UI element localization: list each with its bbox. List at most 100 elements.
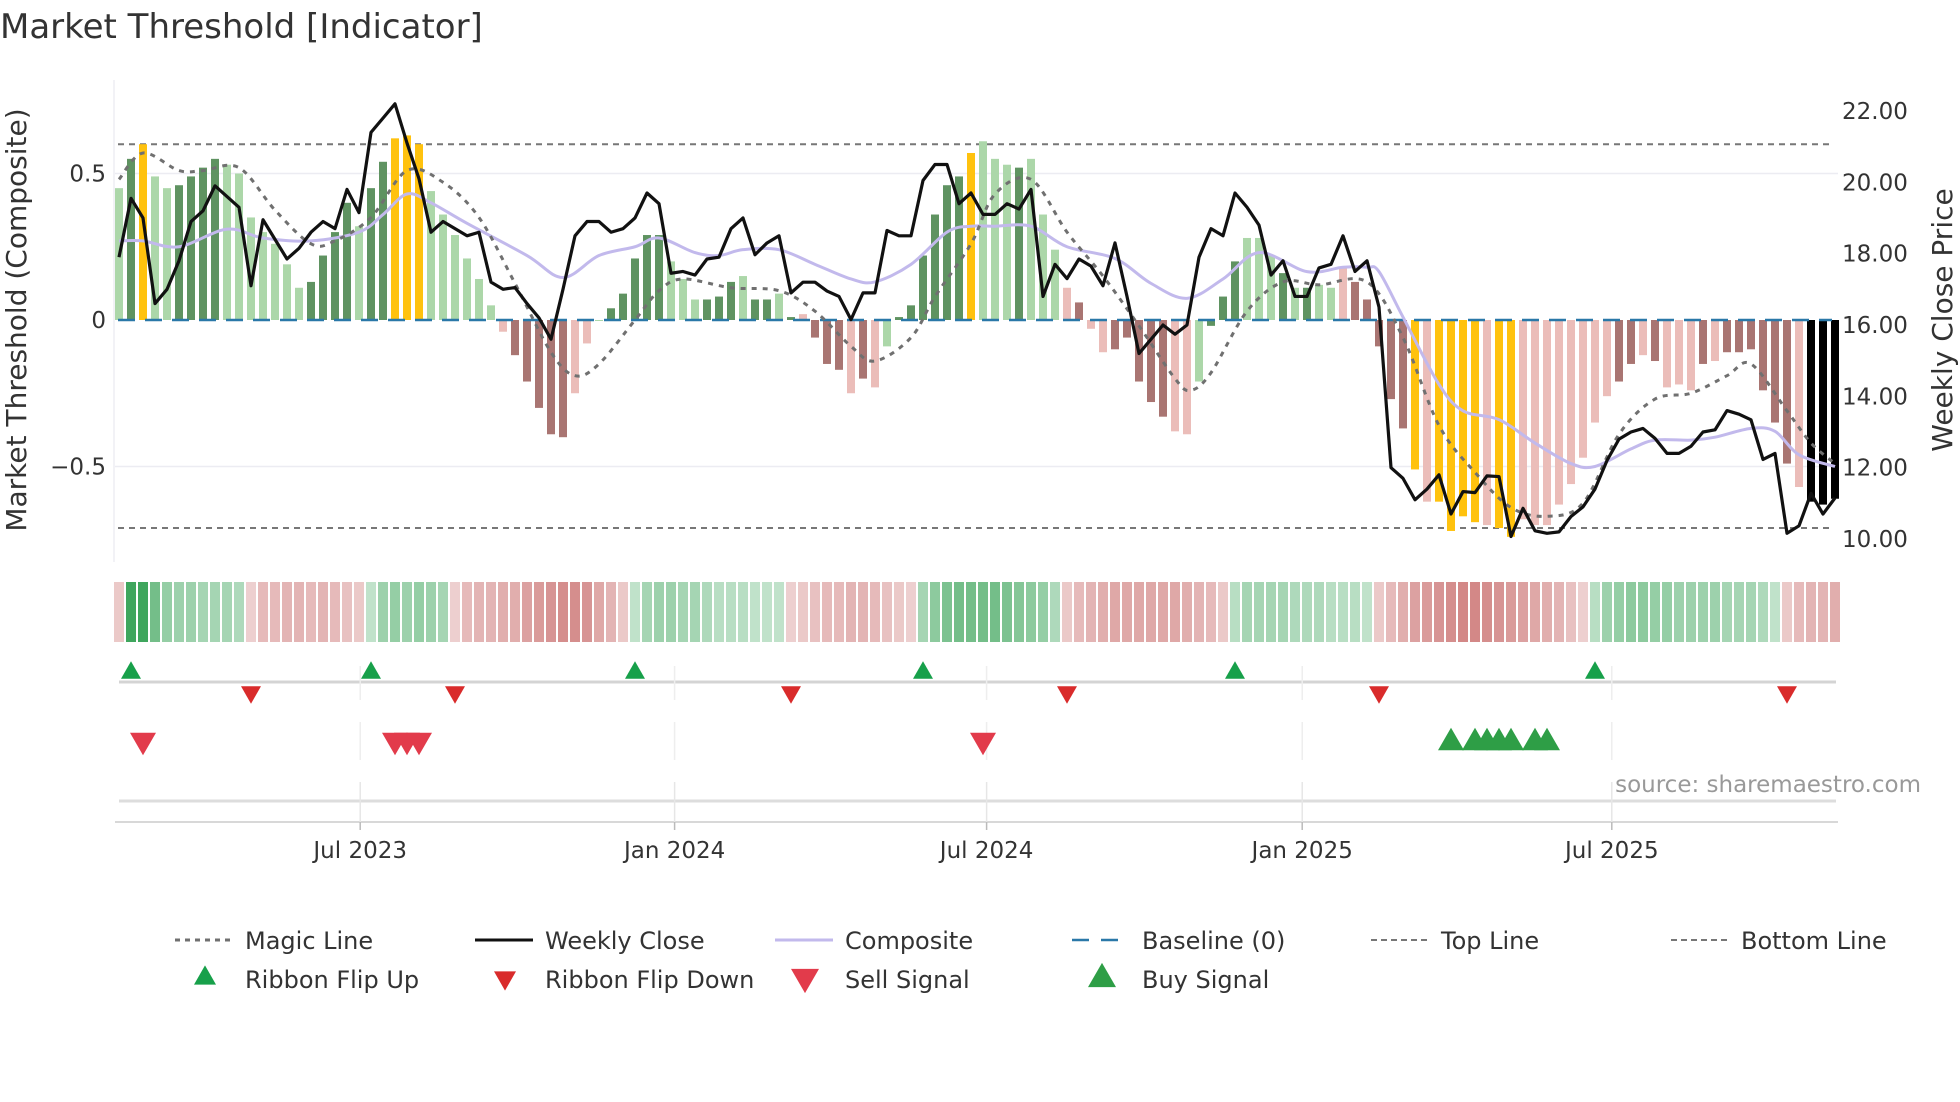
composite-bar — [1051, 249, 1059, 320]
composite-bar — [559, 320, 567, 438]
composite-bar — [1519, 320, 1527, 520]
ribbon-cell — [1638, 582, 1648, 642]
composite-bar — [1615, 320, 1623, 382]
source-watermark: source: sharemaestro.com — [1615, 772, 1921, 798]
signal-markers — [121, 661, 1797, 756]
right-tick-label: 16.00 — [1842, 313, 1908, 339]
ribbon-cell — [702, 582, 712, 642]
ribbon-cell — [546, 582, 556, 642]
composite-bar — [895, 317, 903, 320]
x-tick-label: Jan 2024 — [622, 838, 725, 864]
ribbon-cell — [1518, 582, 1528, 642]
ribbon-cell — [750, 582, 760, 642]
composite-bar — [1363, 299, 1371, 320]
composite-bar — [1219, 296, 1227, 320]
axes: 0.5 0 −0.5 22.00 20.00 18.00 16.00 14.00 12.00 10… — [50, 99, 1908, 864]
composite-bar — [1675, 320, 1683, 385]
composite-bar — [883, 320, 891, 347]
ribbon-cell — [1122, 582, 1132, 642]
ribbon-cell — [402, 582, 412, 642]
composite-bar — [1243, 237, 1251, 320]
legend-item-sell: Sell Signal — [791, 966, 970, 994]
composite-bar — [1471, 320, 1479, 523]
legend-label: Composite — [845, 927, 973, 955]
ribbon-cell — [786, 582, 796, 642]
ribbon-cell — [174, 582, 184, 642]
ribbon-cell — [1362, 582, 1372, 642]
ribbon-cell — [918, 582, 928, 642]
composite-bar — [763, 299, 771, 320]
legend-label: Buy Signal — [1142, 966, 1269, 994]
ribbon-cell — [246, 582, 256, 642]
composite-bar — [1699, 320, 1707, 364]
composite-bar — [139, 144, 147, 320]
composite-bar — [187, 176, 195, 320]
legend-item-baseline: Baseline (0) — [1072, 927, 1285, 955]
composite-bar — [751, 299, 759, 320]
ribbon-cell — [714, 582, 724, 642]
ribbon-cell — [906, 582, 916, 642]
ribbon-cell — [1266, 582, 1276, 642]
ribbon-cell — [1386, 582, 1396, 642]
composite-bar — [1171, 320, 1179, 432]
ribbon-cell — [390, 582, 400, 642]
composite-bar — [1267, 255, 1275, 320]
ribbon-cell — [1482, 582, 1492, 642]
ribbon-cell — [858, 582, 868, 642]
ribbon-cell — [1590, 582, 1600, 642]
ribbon-cell — [870, 582, 880, 642]
sell-signal-marker — [130, 732, 156, 756]
ribbon-cell — [1446, 582, 1456, 642]
composite-bar — [1003, 164, 1011, 320]
ribbon-flip-down-marker — [1369, 686, 1389, 704]
ribbon-cell — [1002, 582, 1012, 642]
ribbon-cell — [930, 582, 940, 642]
composite-bar — [295, 287, 303, 320]
ribbon-cell — [990, 582, 1000, 642]
left-tick-label: −0.5 — [50, 455, 106, 481]
ribbon-flip-up-marker — [1225, 661, 1245, 679]
ribbon-cell — [1662, 582, 1672, 642]
composite-bar — [235, 173, 243, 320]
composite-bar — [1399, 320, 1407, 429]
ribbon-cell — [942, 582, 952, 642]
composite-bar — [655, 235, 663, 320]
ribbon-cell — [306, 582, 316, 642]
x-tick-label: Jan 2025 — [1250, 838, 1353, 864]
composite-bar — [247, 217, 255, 320]
composite-bar — [1231, 261, 1239, 320]
composite-bar — [835, 320, 843, 370]
composite-bar — [607, 308, 615, 320]
ribbon-cell — [1806, 582, 1816, 642]
composite-bar — [1339, 267, 1347, 320]
legend-item-flip_up: Ribbon Flip Up — [194, 965, 419, 994]
ribbon-cell — [1302, 582, 1312, 642]
ribbon-cell — [354, 582, 364, 642]
composite-bar — [1483, 320, 1491, 526]
ribbon-cell — [498, 582, 508, 642]
ribbon-cell — [522, 582, 532, 642]
composite-line — [118, 192, 1836, 470]
composite-bar — [391, 138, 399, 320]
composite-bar — [1159, 320, 1167, 417]
right-tick-label: 18.00 — [1842, 242, 1908, 268]
ribbon-cell — [1098, 582, 1108, 642]
composite-bar — [1375, 320, 1383, 347]
composite-bar — [1255, 237, 1263, 320]
composite-bar — [967, 152, 975, 320]
composite-bar — [319, 255, 327, 320]
right-axis-label: Weekly Close Price — [1926, 188, 1959, 451]
ribbon-cell — [1542, 582, 1552, 642]
ribbon-cell — [1470, 582, 1480, 642]
legend-swatch-sell — [791, 968, 819, 994]
composite-bar — [811, 320, 819, 338]
ribbon-cell — [1314, 582, 1324, 642]
composite-bar — [931, 214, 939, 320]
ribbon-cell — [654, 582, 664, 642]
ribbon-cell — [1182, 582, 1192, 642]
composite-bar — [595, 320, 603, 321]
left-tick-label: 0 — [91, 308, 106, 334]
composite-bar — [1735, 320, 1743, 353]
ribbon-cell — [894, 582, 904, 642]
ribbon-cell — [726, 582, 736, 642]
